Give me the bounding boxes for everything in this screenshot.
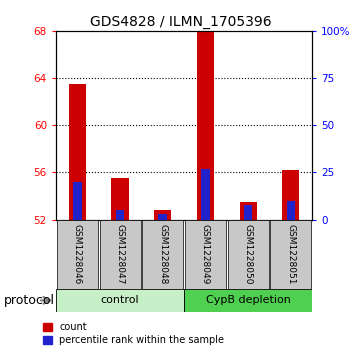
Text: GSM1228049: GSM1228049 xyxy=(201,224,210,284)
Text: CypB depletion: CypB depletion xyxy=(206,295,291,305)
Bar xyxy=(142,220,183,289)
Bar xyxy=(184,289,312,312)
Bar xyxy=(154,210,171,220)
Text: control: control xyxy=(101,295,139,305)
Text: GSM1228051: GSM1228051 xyxy=(286,224,295,284)
Text: protocol: protocol xyxy=(4,294,55,307)
Bar xyxy=(116,210,124,220)
Bar xyxy=(270,220,312,289)
Legend: count, percentile rank within the sample: count, percentile rank within the sample xyxy=(43,322,224,346)
Text: GSM1228046: GSM1228046 xyxy=(73,224,82,284)
Bar xyxy=(244,204,252,220)
Bar xyxy=(185,220,226,289)
Bar xyxy=(57,220,98,289)
Text: GSM1228050: GSM1228050 xyxy=(244,224,253,284)
Text: GSM1228047: GSM1228047 xyxy=(116,224,125,284)
Text: GDS4828 / ILMN_1705396: GDS4828 / ILMN_1705396 xyxy=(90,15,271,29)
Bar xyxy=(197,31,214,220)
Bar xyxy=(228,220,269,289)
Bar xyxy=(100,220,140,289)
Bar xyxy=(56,289,184,312)
Bar xyxy=(282,170,300,220)
Bar xyxy=(158,214,167,220)
Bar xyxy=(201,169,210,220)
Bar xyxy=(240,202,257,220)
Bar xyxy=(112,178,129,220)
Bar xyxy=(69,84,86,220)
Bar xyxy=(287,201,295,220)
Text: GSM1228048: GSM1228048 xyxy=(158,224,167,284)
Bar xyxy=(73,182,82,220)
